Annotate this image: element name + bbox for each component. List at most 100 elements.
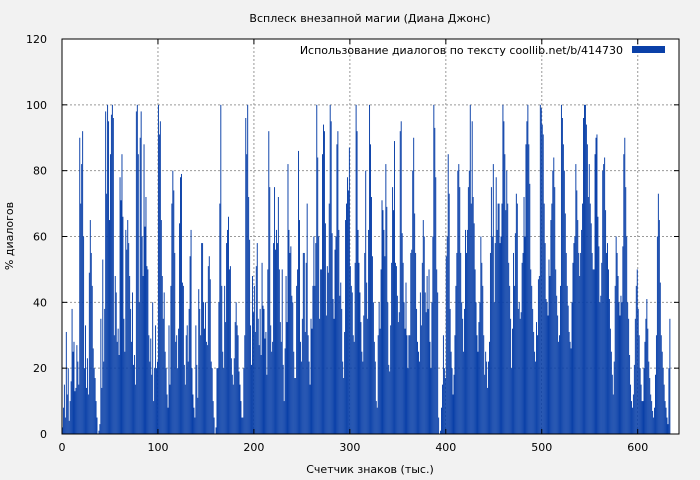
bar [434,127,436,435]
bar [118,355,120,434]
bar [299,341,301,434]
bar [199,308,201,434]
bar [460,252,462,434]
bar [392,187,394,435]
bar [589,203,591,434]
bar [454,335,456,434]
bar [299,220,300,434]
bar [219,203,221,434]
bar [395,266,397,435]
bar [94,378,96,434]
bar [245,118,247,434]
bar [253,285,255,435]
bar [82,131,84,435]
bar [346,177,348,434]
bar [341,308,343,434]
bar [224,285,226,435]
bar [505,210,507,434]
bar [607,269,609,434]
bar [240,401,242,434]
bar [444,378,446,434]
bar [243,368,245,434]
bar [180,173,182,434]
bar [485,351,487,434]
bar [348,147,350,435]
bar [223,368,225,434]
bar [128,243,130,434]
x-tick-label: 300 [339,441,360,454]
bar [559,335,561,434]
bar [472,197,474,434]
bar [433,104,435,434]
bar [398,312,400,434]
bar [142,276,144,434]
bar [228,269,230,434]
bar [461,302,463,434]
bar [134,384,136,435]
bar [347,190,349,434]
bar [234,322,236,434]
bar [520,312,522,434]
bar [252,312,254,434]
bar [241,417,243,434]
bar [372,302,374,434]
bar [232,384,234,435]
bar [257,318,259,434]
bar [513,285,515,435]
bar [311,328,313,434]
bar [151,374,153,434]
bar [513,252,514,434]
bar [610,351,612,434]
bar [534,351,536,434]
bar [170,285,172,435]
bar [154,368,156,434]
bar [459,187,461,435]
bar [250,325,252,435]
bar [266,374,268,434]
bar [529,183,531,434]
bar [191,368,193,434]
bar [435,177,437,434]
bar [417,341,418,434]
bar [575,164,577,434]
bar [62,407,64,434]
bar [227,229,229,434]
bar [423,236,425,434]
bar [389,371,391,434]
bar [422,220,424,434]
bar [113,335,115,434]
bar [647,328,649,434]
bar [120,200,122,434]
bar [166,394,168,434]
bar [436,269,438,434]
bar [315,243,317,434]
bar [651,401,653,434]
bar [619,315,621,434]
bar [478,322,480,434]
bar [323,131,325,435]
bar [641,401,643,434]
bar [620,295,622,434]
bar [521,262,523,434]
bar [638,335,640,434]
bar [305,262,307,434]
bar [68,420,70,434]
bar [611,374,613,434]
bar [121,154,123,434]
bar [415,252,417,434]
bar [376,407,378,434]
bar [657,193,659,434]
bar [432,236,434,434]
bar [265,331,267,434]
bar [310,318,312,434]
bar [580,252,582,434]
x-tick-label: 400 [435,441,456,454]
bar [420,325,422,435]
bar [495,177,497,434]
bar [386,206,388,434]
bar [632,394,634,434]
bar [63,384,65,435]
bar [248,197,250,434]
bar [99,424,101,435]
bar [204,328,205,434]
